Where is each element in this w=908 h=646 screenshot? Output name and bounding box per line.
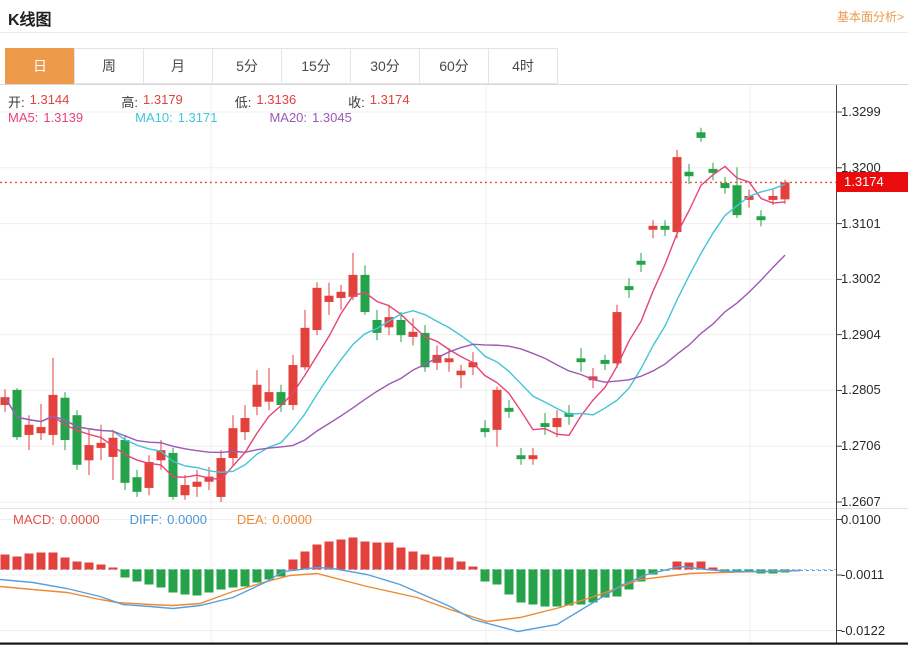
- price-tick-label: 1.2904: [841, 326, 881, 342]
- tab-周[interactable]: 周: [74, 48, 144, 84]
- macd-histogram: [0, 537, 790, 607]
- page-title: K线图: [8, 12, 52, 29]
- gridlines: [0, 32, 908, 643]
- low-label: 低:: [234, 95, 252, 110]
- ma-legend: MA5: 1.3139 MA10: 1.3171 MA20: 1.3045: [8, 110, 352, 125]
- ma20-group: MA20: 1.3045: [269, 110, 351, 125]
- open-group: 开: 1.3144: [8, 92, 69, 111]
- macd-value: 0.0000: [59, 512, 100, 527]
- fundamental-analysis-link[interactable]: 基本面分析>: [836, 10, 904, 24]
- ma20-label: MA20:: [269, 110, 308, 125]
- low-value: 1.3136: [256, 92, 297, 107]
- tab-5分[interactable]: 5分: [212, 48, 282, 84]
- tab-日[interactable]: 日: [5, 48, 75, 84]
- ohlc-legend: 开: 1.3144 高: 1.3179 低: 1.3136 收: 1.3174: [8, 92, 410, 111]
- macd-tick-label: -0.0011: [841, 567, 885, 582]
- current-price-badge: 1.3174: [836, 172, 908, 193]
- price-tick-label: 1.2607: [841, 494, 881, 509]
- dea-line: [0, 569, 801, 623]
- ma10-value: 1.3171: [177, 110, 218, 125]
- macd-legend: MACD: 0.0000 DIFF: 0.0000 DEA: 0.0000: [13, 512, 312, 527]
- dea-label: DEA:: [236, 512, 268, 527]
- price-tick-label: 1.2706: [841, 438, 881, 454]
- tab-15分[interactable]: 15分: [281, 48, 351, 84]
- price-tick-label: 1.2805: [841, 382, 881, 398]
- dea-value: 0.0000: [272, 512, 313, 527]
- price-tick-label: 1.3101: [841, 215, 881, 231]
- diff-group: DIFF: 0.0000: [130, 512, 207, 527]
- open-value: 1.3144: [29, 92, 70, 107]
- ma20-line: [4, 254, 786, 454]
- ma10-line: [4, 183, 786, 474]
- price-tick-label: 1.3002: [841, 271, 881, 287]
- macd-tick-label: -0.0122: [841, 622, 886, 638]
- diff-label: DIFF:: [129, 512, 163, 527]
- price-tick-label: 1.3200: [841, 159, 881, 175]
- diff-value: 0.0000: [167, 512, 207, 527]
- ma5-value: 1.3139: [43, 110, 84, 125]
- tab-60分[interactable]: 60分: [419, 48, 489, 84]
- tab-4时[interactable]: 4时: [488, 48, 558, 84]
- bottom-divider: [0, 642, 908, 645]
- period-tab-bar: 日周月 5分 15分 30分 60分 4时: [5, 48, 558, 84]
- ma5-group: MA5: 1.3139: [8, 110, 83, 125]
- macd-tick-label: 0.0100: [841, 511, 881, 527]
- candles: [0, 127, 790, 502]
- macd-group: MACD: 0.0000: [13, 512, 100, 527]
- current-price-value: 1.3174: [844, 174, 884, 190]
- ma5-line: [4, 165, 786, 481]
- price-tick-label: 1.3299: [841, 104, 881, 119]
- tab-30分[interactable]: 30分: [350, 48, 420, 84]
- ma20-value: 1.3045: [312, 110, 352, 125]
- tab-月[interactable]: 月: [143, 48, 213, 84]
- macd-label: MACD:: [13, 512, 55, 527]
- axis-ticks: [836, 111, 842, 631]
- ma5-label: MA5:: [8, 110, 39, 125]
- high-value: 1.3179: [143, 92, 183, 107]
- close-label: 收:: [348, 95, 365, 110]
- low-group: 低: 1.3136: [235, 92, 296, 111]
- ma10-group: MA10: 1.3171: [135, 110, 217, 125]
- open-label: 开:: [8, 95, 25, 110]
- high-label: 高:: [121, 95, 139, 110]
- high-group: 高: 1.3179: [121, 92, 182, 111]
- diff-line: [0, 565, 801, 633]
- ma10-label: MA10:: [135, 110, 173, 125]
- close-group: 收: 1.3174: [348, 92, 409, 111]
- dea-group: DEA: 0.0000: [237, 512, 312, 527]
- close-value: 1.3174: [369, 92, 410, 107]
